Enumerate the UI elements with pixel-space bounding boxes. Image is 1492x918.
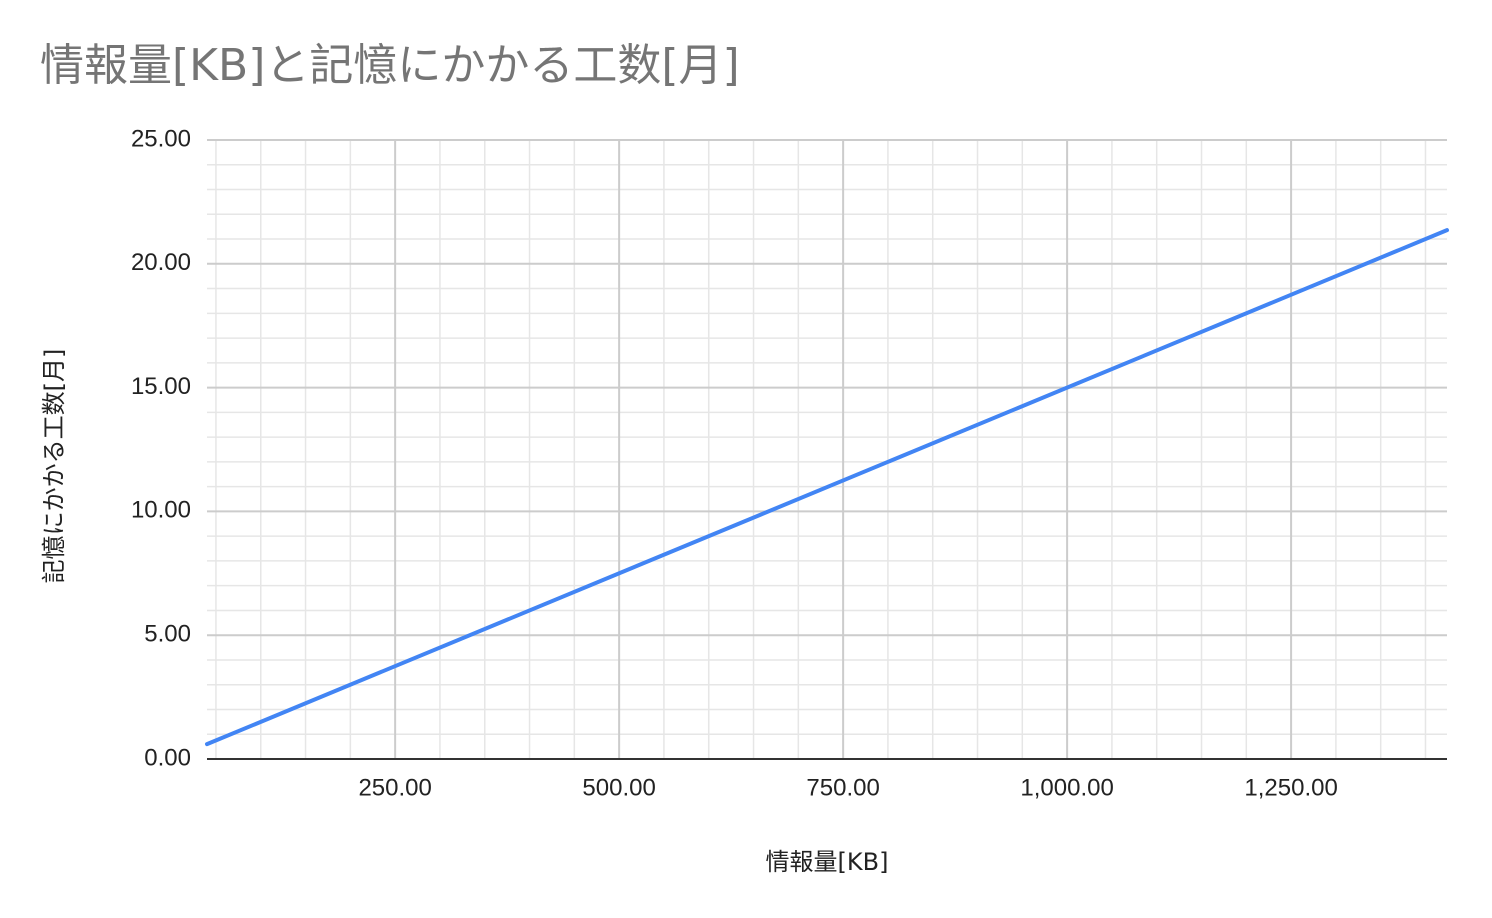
y-tick-label: 25.00 [131,125,191,152]
y-tick-label: 0.00 [144,744,191,771]
y-tick-label: 20.00 [131,249,191,276]
x-tick-label: 1,250.00 [1244,774,1337,801]
chart-title: 情報量[KB]と記憶にかかる工数[月] [40,40,740,91]
y-tick-label: 5.00 [144,621,191,648]
x-axis-title: 情報量[KB] [766,848,889,876]
x-tick-label: 250.00 [358,774,431,801]
x-tick-label: 750.00 [806,774,879,801]
x-tick-label: 1,000.00 [1020,774,1113,801]
y-tick-label: 15.00 [131,373,191,400]
data-line [205,228,1449,747]
y-axis-title: 記憶にかかる工数[月] [40,349,68,584]
x-tick-label: 500.00 [582,774,655,801]
y-tick-label: 10.00 [131,497,191,524]
